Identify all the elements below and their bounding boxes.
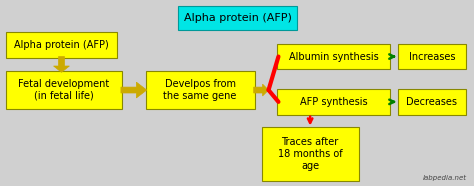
Text: Decreases: Decreases: [407, 97, 457, 107]
Text: Develpos from
the same gene: Develpos from the same gene: [164, 79, 237, 101]
Text: Alpha protein (AFP): Alpha protein (AFP): [184, 13, 292, 23]
FancyBboxPatch shape: [398, 44, 465, 69]
FancyBboxPatch shape: [277, 44, 391, 69]
Polygon shape: [54, 57, 69, 72]
Polygon shape: [121, 82, 146, 98]
FancyBboxPatch shape: [262, 127, 359, 181]
FancyBboxPatch shape: [6, 32, 117, 57]
FancyBboxPatch shape: [146, 71, 255, 109]
FancyBboxPatch shape: [277, 89, 391, 115]
FancyBboxPatch shape: [178, 6, 297, 30]
Text: Increases: Increases: [409, 52, 455, 62]
Polygon shape: [254, 84, 269, 96]
Text: labpedia.net: labpedia.net: [423, 175, 467, 181]
Text: Traces after
18 months of
age: Traces after 18 months of age: [278, 137, 342, 171]
FancyBboxPatch shape: [398, 89, 465, 115]
Text: Fetal development
(in fetal life): Fetal development (in fetal life): [18, 79, 109, 101]
Text: Albumin synthesis: Albumin synthesis: [289, 52, 379, 62]
FancyBboxPatch shape: [6, 71, 122, 109]
Text: AFP synthesis: AFP synthesis: [300, 97, 368, 107]
Text: Alpha protein (AFP): Alpha protein (AFP): [14, 40, 109, 50]
